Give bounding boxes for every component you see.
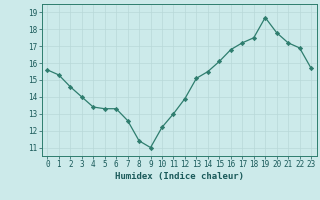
X-axis label: Humidex (Indice chaleur): Humidex (Indice chaleur) xyxy=(115,172,244,181)
